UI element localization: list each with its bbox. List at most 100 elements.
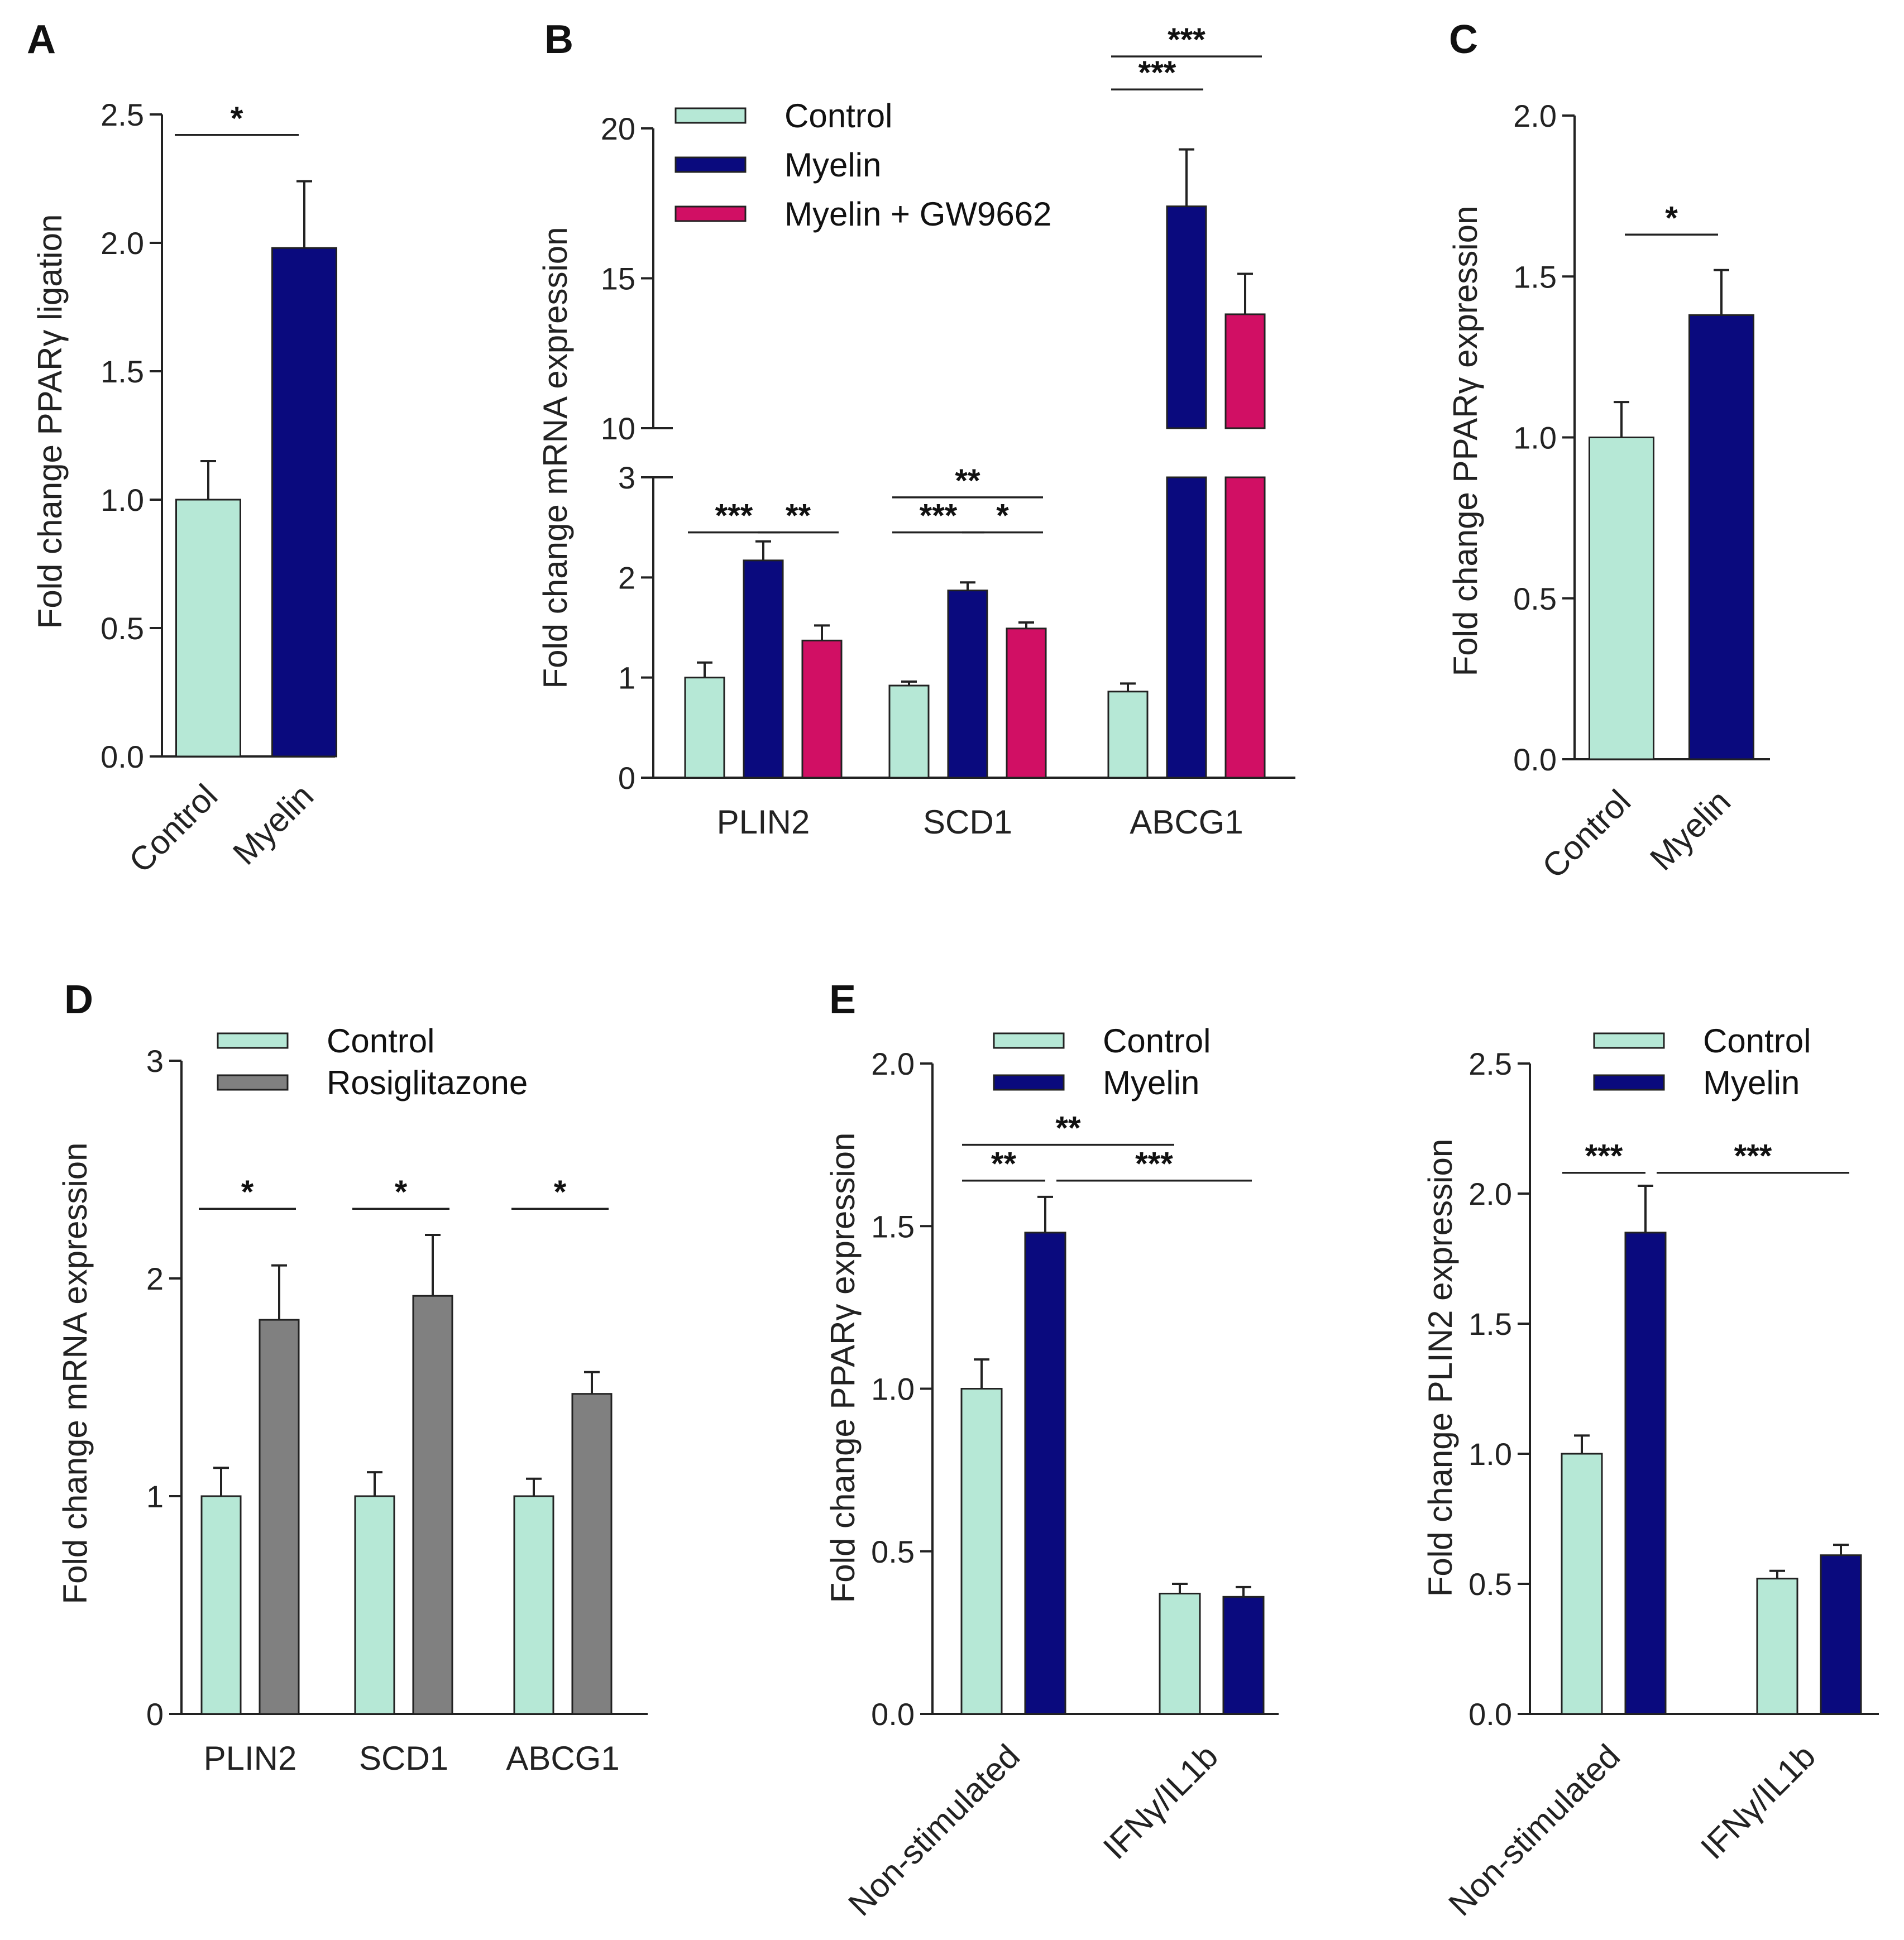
chart-b-legend-swatch-2 <box>674 205 747 222</box>
chart-d-legend-swatch-1 <box>217 1074 289 1091</box>
chart-a-y-tick-label: 2.0 <box>101 226 144 261</box>
chart-d-bar-scd1-0 <box>354 1495 395 1715</box>
chart-e1-bar-0-1 <box>1024 1232 1066 1715</box>
chart-d-legend-entry-1: Rosiglitazone <box>327 1064 528 1101</box>
chart-c-y-tick-label: 2.0 <box>1513 98 1557 133</box>
chart-b-legend-swatch-1 <box>674 156 747 173</box>
panel-label-a: A <box>27 17 56 62</box>
chart-c: 0.0 0.5 1.0 1.5 2.0 Control Myelin * Fold change… <box>1447 98 1770 885</box>
chart-d-x-label-1: SCD1 <box>359 1740 448 1777</box>
chart-e1-x-label-0: Non-stimulated <box>841 1737 1027 1923</box>
chart-d-bar-plin2-1 <box>259 1319 300 1715</box>
chart-d-y-tick-label: 3 <box>146 1043 164 1079</box>
chart-b-bar-abcg1-0 <box>1107 691 1149 779</box>
chart-e1-y-tick-label: 1.0 <box>871 1372 915 1407</box>
chart-d-significance-2: * <box>554 1174 567 1210</box>
chart-d-bar-abcg1-0 <box>513 1495 554 1715</box>
chart-d-legend-swatch-0 <box>217 1032 289 1049</box>
chart-b-significance-2: *** <box>920 498 958 534</box>
chart-e2-x-label-1: IFNγ/IL1b <box>1693 1737 1822 1866</box>
chart-b-y-tick-label: 20 <box>601 111 635 146</box>
chart-b-y-tick-label: 1 <box>618 660 635 696</box>
chart-d-significance-1: * <box>395 1174 408 1210</box>
chart-e1-y-tick-label: 1.5 <box>871 1209 915 1244</box>
panel-label-e: E <box>829 978 856 1022</box>
chart-a: 0.0 0.5 1.0 1.5 2.0 2.5 Control Myelin * Fold cha… <box>31 97 337 880</box>
chart-b-x-label-0: PLIN2 <box>717 803 810 841</box>
chart-a-y-tick-label: 1.0 <box>101 482 144 518</box>
panel-label-b: B <box>544 17 573 62</box>
chart-b-significance-5: *** <box>1138 55 1176 91</box>
chart-e2-significance-0: *** <box>1585 1138 1623 1175</box>
chart-e1-y-label: Fold change PPARγ expression <box>824 1133 862 1603</box>
chart-e1-bar-0-0 <box>960 1388 1003 1715</box>
chart-a-x-label-1: Myelin <box>226 777 320 872</box>
chart-a-bar-myelin <box>271 247 337 758</box>
chart-c-y-label: Fold change PPARγ expression <box>1447 206 1484 677</box>
chart-b-bar-abcg1-1-lower <box>1166 476 1207 779</box>
chart-e2-y-tick-label: 0.5 <box>1468 1567 1512 1602</box>
chart-d-y-tick-label: 1 <box>146 1479 164 1514</box>
chart-e1-significance-2: ** <box>1055 1110 1081 1147</box>
chart-b-y-tick-label: 2 <box>618 560 635 595</box>
chart-a-y-tick-label: 2.5 <box>101 97 144 132</box>
chart-b-bar-plin2-2 <box>801 639 843 779</box>
chart-e1: 0.0 0.5 1.0 1.5 2.0 Non-stimulated IFNγ/IL1b **… <box>824 1022 1279 1923</box>
chart-e2-bar-0-1 <box>1624 1232 1667 1715</box>
chart-b-significance-3: * <box>996 498 1009 534</box>
chart-c-bar-myelin <box>1688 314 1754 760</box>
chart-e1-bar-1-0 <box>1159 1592 1201 1715</box>
chart-e1-legend-entry-1: Myelin <box>1103 1064 1199 1101</box>
chart-a-y-tick-label: 0.5 <box>101 611 144 646</box>
chart-b-significance-6: *** <box>1168 22 1205 58</box>
chart-a-y-label: Fold change PPARγ ligation <box>31 214 69 629</box>
chart-a-bar-control <box>175 499 241 758</box>
chart-b-y-tick-label: 3 <box>618 460 635 495</box>
chart-e1-legend-swatch-1 <box>993 1074 1065 1091</box>
chart-b-bar-scd1-1 <box>947 590 988 779</box>
chart-d-y-tick-label: 2 <box>146 1261 164 1296</box>
chart-e2: 0.0 0.5 1.0 1.5 2.0 2.5 Non-stimulated IFNγ/IL1… <box>1422 1022 1879 1923</box>
chart-b-bar-scd1-0 <box>888 684 930 779</box>
chart-e2-x-label-0: Non-stimulated <box>1441 1737 1627 1923</box>
chart-c-y-tick-label: 0.5 <box>1513 581 1557 616</box>
chart-b-x-label-2: ABCG1 <box>1130 803 1243 841</box>
panel-label-c: C <box>1449 17 1478 62</box>
chart-c-bar-control <box>1589 437 1654 760</box>
chart-e1-legend-swatch-0 <box>993 1032 1065 1049</box>
chart-e2-legend-entry-0: Control <box>1703 1022 1811 1060</box>
chart-b-bar-abcg1-2-lower <box>1224 476 1266 779</box>
chart-e2-y-tick-label: 0.0 <box>1468 1697 1512 1732</box>
chart-a-x-label-0: Control <box>122 777 224 880</box>
chart-e1-bar-1-1 <box>1222 1596 1265 1715</box>
chart-d-x-label-0: PLIN2 <box>204 1740 297 1777</box>
chart-a-significance-0: * <box>231 100 243 137</box>
chart-d-legend-entry-0: Control <box>327 1022 434 1060</box>
chart-e2-bar-1-1 <box>1820 1554 1862 1715</box>
chart-e2-legend-entry-1: Myelin <box>1703 1064 1800 1101</box>
chart-a-y-tick-label: 0.0 <box>101 739 144 774</box>
chart-b-y-tick-label: 10 <box>601 411 635 446</box>
chart-e1-significance-1: *** <box>1135 1146 1173 1182</box>
chart-c-x-label-0: Control <box>1535 783 1638 885</box>
chart-e1-y-tick-label: 0.0 <box>871 1697 915 1732</box>
chart-b-y-tick-label: 0 <box>618 760 635 796</box>
chart-e1-legend-entry-0: Control <box>1103 1022 1211 1060</box>
chart-d-y-label: Fold change mRNA expression <box>56 1142 94 1604</box>
chart-b-x-label-1: SCD1 <box>923 803 1012 841</box>
chart-b-significance-4: ** <box>955 463 980 499</box>
chart-e1-y-tick-label: 0.5 <box>871 1534 915 1569</box>
chart-d-x-label-2: ABCG1 <box>506 1740 619 1777</box>
chart-d-bar-scd1-1 <box>412 1295 453 1715</box>
chart-b-significance-1: ** <box>786 498 811 534</box>
chart-b-significance-0: *** <box>715 498 753 534</box>
chart-a-y-tick-label: 1.5 <box>101 354 144 389</box>
chart-b-bar-abcg1-2 <box>1224 313 1266 429</box>
chart-b-legend-entry-2: Myelin + GW9662 <box>784 195 1052 233</box>
chart-c-y-tick-label: 1.5 <box>1513 259 1557 294</box>
chart-c-y-tick-label: 1.0 <box>1513 420 1557 456</box>
chart-b-bar-plin2-1 <box>743 559 784 779</box>
chart-c-significance-0: * <box>1665 200 1678 236</box>
